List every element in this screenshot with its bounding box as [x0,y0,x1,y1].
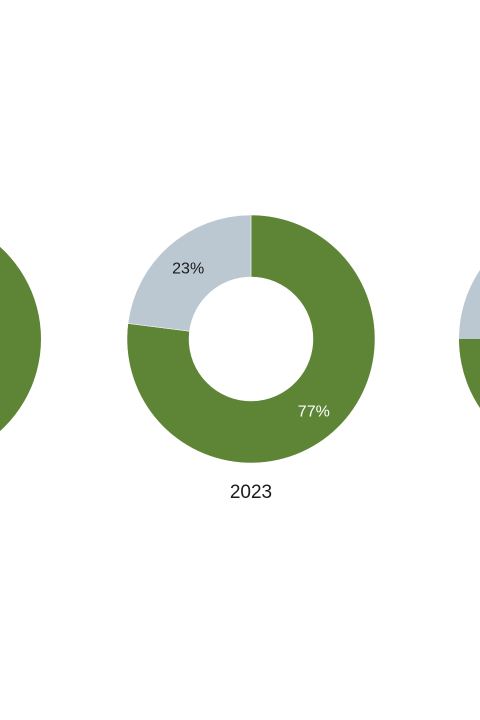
donut-chart-left [0,247,41,431]
donut-chart-right [459,270,480,408]
slice-data-label: 23% [172,261,204,278]
slice-data-label: 77% [298,403,330,420]
donut-slice-major [459,339,480,408]
donut-title: 2023 [230,482,272,503]
donut-slice-minor [127,214,252,332]
donut-slice-minor [459,270,480,339]
donut-slice-major [0,247,41,431]
donut-slice-major [126,214,376,464]
donut-chart-2023: 77% 23% 2023 [126,214,376,503]
